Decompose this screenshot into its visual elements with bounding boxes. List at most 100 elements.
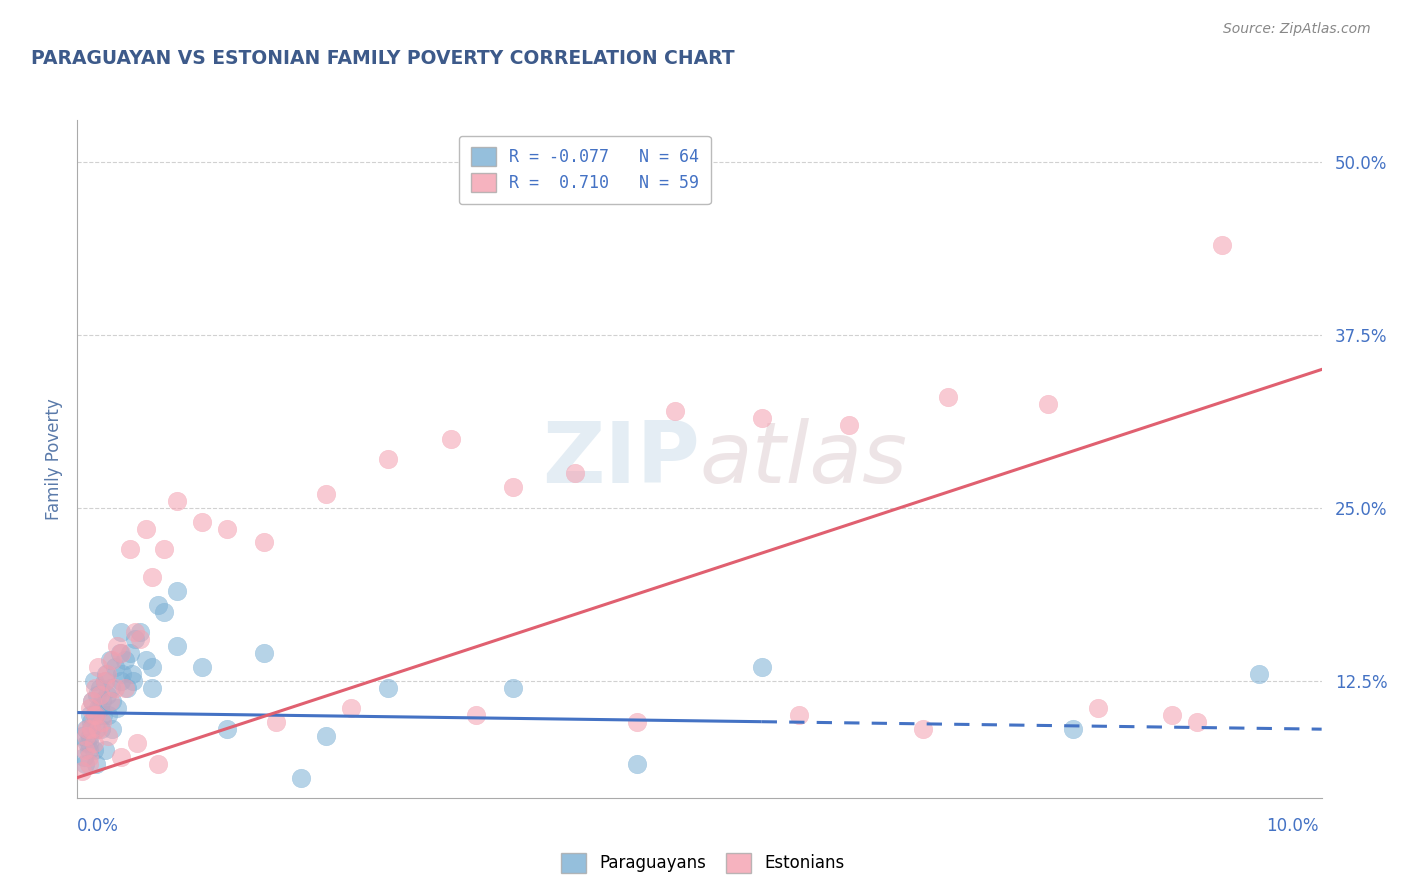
- Point: [77, 756, 100, 771]
- Point: [101, 694, 124, 708]
- Point: [340, 701, 363, 715]
- Point: [83, 681, 105, 695]
- Point: [253, 535, 276, 549]
- Point: [104, 660, 127, 674]
- Text: 10.0%: 10.0%: [1267, 817, 1319, 835]
- Point: [79, 701, 101, 715]
- Point: [101, 722, 124, 736]
- Point: [377, 452, 399, 467]
- Point: [94, 666, 117, 681]
- Point: [191, 515, 214, 529]
- Point: [96, 688, 118, 702]
- Point: [108, 646, 131, 660]
- Point: [79, 708, 101, 723]
- Point: [124, 625, 146, 640]
- Point: [1087, 701, 1109, 715]
- Y-axis label: Family Poverty: Family Poverty: [45, 399, 63, 520]
- Point: [110, 646, 132, 660]
- Point: [215, 522, 238, 536]
- Point: [89, 701, 111, 715]
- Point: [87, 660, 110, 674]
- Point: [253, 646, 276, 660]
- Point: [1211, 238, 1233, 252]
- Point: [118, 646, 141, 660]
- Point: [464, 708, 486, 723]
- Point: [84, 722, 107, 736]
- Point: [73, 756, 96, 771]
- Point: [166, 494, 188, 508]
- Point: [440, 432, 463, 446]
- Point: [502, 681, 524, 695]
- Point: [97, 708, 120, 723]
- Point: [141, 681, 163, 695]
- Point: [135, 522, 157, 536]
- Text: ZIP: ZIP: [541, 417, 700, 501]
- Point: [141, 570, 163, 584]
- Point: [1036, 397, 1059, 411]
- Point: [1161, 708, 1184, 723]
- Point: [87, 722, 110, 736]
- Point: [128, 632, 150, 647]
- Point: [148, 598, 170, 612]
- Point: [105, 639, 128, 653]
- Point: [135, 653, 157, 667]
- Point: [787, 708, 810, 723]
- Point: [115, 681, 138, 695]
- Point: [290, 771, 312, 785]
- Point: [73, 743, 96, 757]
- Point: [105, 701, 128, 715]
- Point: [80, 722, 103, 736]
- Point: [96, 666, 118, 681]
- Point: [121, 666, 143, 681]
- Point: [98, 694, 121, 708]
- Point: [912, 722, 935, 736]
- Point: [89, 688, 111, 702]
- Point: [93, 708, 115, 723]
- Point: [97, 729, 120, 743]
- Point: [91, 715, 114, 730]
- Point: [80, 715, 103, 730]
- Point: [315, 729, 337, 743]
- Point: [101, 653, 124, 667]
- Point: [1249, 666, 1271, 681]
- Point: [166, 639, 188, 653]
- Point: [148, 756, 170, 771]
- Point: [72, 764, 94, 778]
- Point: [502, 480, 524, 494]
- Point: [86, 688, 108, 702]
- Point: [83, 743, 105, 757]
- Point: [751, 660, 773, 674]
- Point: [83, 673, 105, 688]
- Point: [377, 681, 399, 695]
- Point: [110, 673, 132, 688]
- Point: [93, 673, 115, 688]
- Point: [141, 660, 163, 674]
- Point: [83, 708, 105, 723]
- Point: [77, 749, 100, 764]
- Text: Source: ZipAtlas.com: Source: ZipAtlas.com: [1223, 22, 1371, 37]
- Point: [83, 736, 105, 750]
- Point: [82, 694, 104, 708]
- Point: [93, 743, 115, 757]
- Point: [751, 410, 773, 425]
- Legend: R = -0.077   N = 64, R =  0.710   N = 59: R = -0.077 N = 64, R = 0.710 N = 59: [458, 136, 710, 204]
- Text: atlas: atlas: [700, 417, 907, 501]
- Point: [93, 673, 115, 688]
- Point: [118, 542, 141, 557]
- Point: [104, 681, 127, 695]
- Point: [1062, 722, 1084, 736]
- Point: [1187, 715, 1209, 730]
- Point: [124, 632, 146, 647]
- Point: [111, 666, 134, 681]
- Point: [98, 653, 121, 667]
- Point: [77, 743, 100, 757]
- Point: [84, 708, 107, 723]
- Point: [89, 681, 111, 695]
- Point: [626, 715, 648, 730]
- Point: [76, 722, 98, 736]
- Point: [82, 694, 104, 708]
- Point: [110, 749, 132, 764]
- Point: [664, 404, 686, 418]
- Point: [90, 722, 112, 736]
- Point: [153, 542, 176, 557]
